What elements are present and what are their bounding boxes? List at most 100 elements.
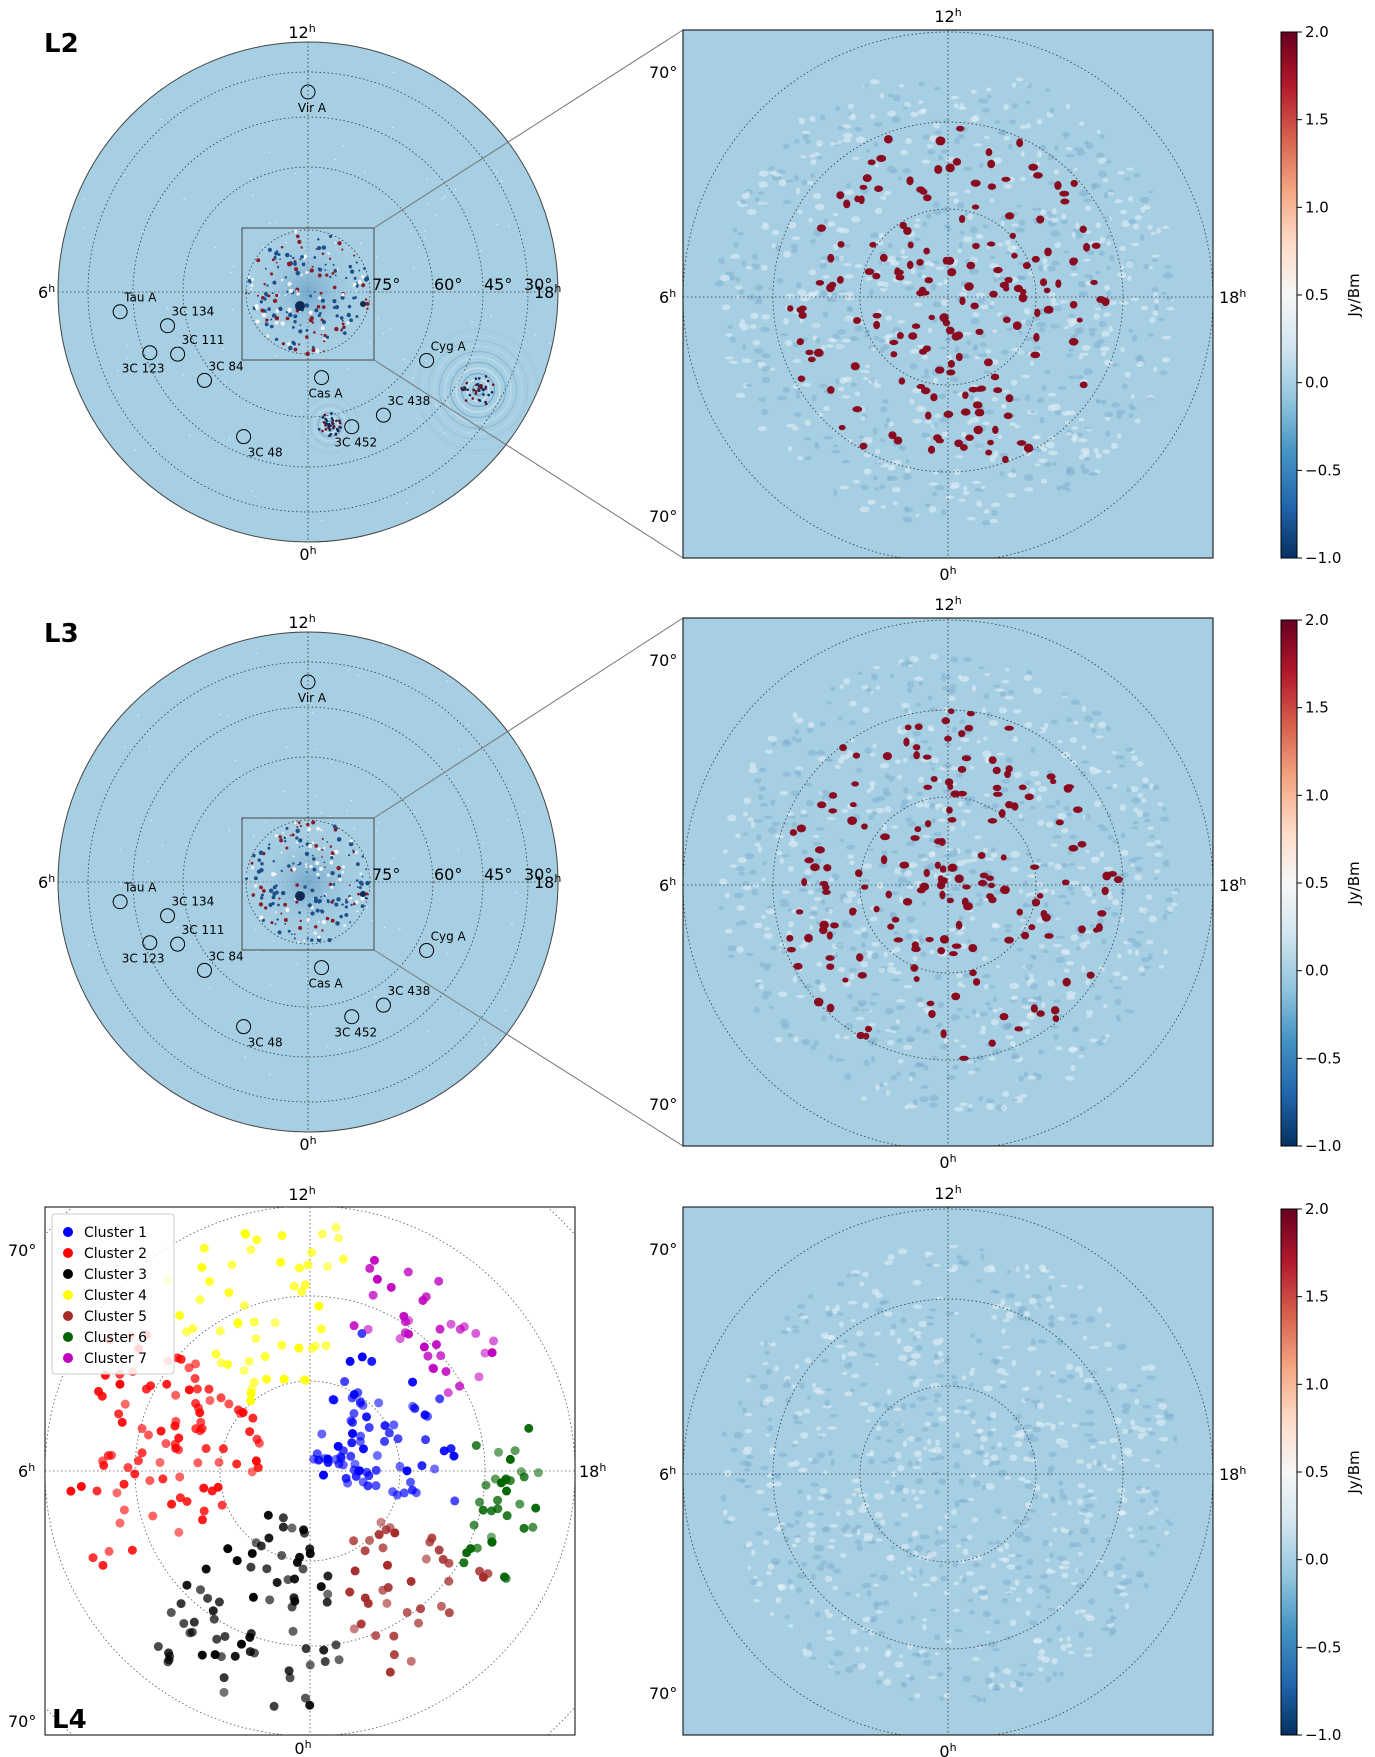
noise-blob	[905, 840, 916, 847]
zoom-source	[1005, 394, 1014, 403]
cluster-point	[230, 1651, 240, 1661]
cluster-point	[232, 1459, 242, 1469]
field-source	[280, 278, 284, 282]
zoom-source	[1049, 778, 1057, 785]
noise-blob	[913, 1591, 918, 1598]
noise-blob	[884, 1651, 891, 1658]
sidelobe-speck	[335, 419, 338, 423]
field-source	[300, 255, 304, 259]
noise-blob	[916, 264, 926, 271]
noise-blob	[941, 148, 948, 155]
noise-blob	[915, 1477, 924, 1485]
noise-blob	[1095, 735, 1104, 739]
noise-blob	[904, 1104, 910, 1110]
noise-blob	[944, 1514, 950, 1519]
field-source	[306, 937, 309, 940]
noise-blob	[849, 972, 856, 980]
cluster-point	[349, 1321, 359, 1331]
noise-blob	[855, 1524, 863, 1529]
noise-blob	[1023, 1397, 1030, 1402]
noise-blob	[933, 1353, 939, 1361]
noise-blob	[736, 866, 746, 872]
noise-blob	[894, 867, 902, 875]
noise-blob	[814, 857, 822, 865]
noise-blob	[891, 825, 899, 829]
noise-blob	[976, 1696, 982, 1703]
noise-blob	[1009, 1681, 1017, 1688]
field-source	[321, 320, 326, 325]
noise-blob	[969, 1610, 976, 1615]
noise-blob	[1085, 978, 1090, 986]
noise-blob	[785, 1522, 792, 1528]
sidelobe-speck	[471, 397, 474, 400]
zoom-source	[827, 253, 835, 263]
noise-blob	[1017, 261, 1024, 265]
field-source	[283, 836, 287, 840]
source-marker	[236, 429, 252, 445]
cluster-point	[115, 1518, 125, 1528]
noise-blob	[928, 505, 937, 513]
cluster-point	[436, 1601, 446, 1611]
noise-blob	[909, 1403, 917, 1409]
zoom-source	[813, 348, 824, 357]
zoom-source	[1005, 212, 1015, 220]
field-source	[339, 316, 344, 320]
field-source	[299, 258, 302, 261]
noise-blob	[810, 172, 815, 179]
zoom-source	[934, 366, 945, 374]
zoom-source	[1004, 725, 1014, 731]
cluster-point	[191, 1359, 201, 1369]
noise-blob	[753, 347, 764, 354]
background-source	[88, 944, 90, 947]
noise-blob	[809, 1599, 815, 1605]
cluster-point	[196, 1417, 206, 1427]
noise-blob	[811, 1573, 816, 1581]
noise-blob	[887, 242, 893, 249]
background-source	[108, 976, 110, 978]
noise-blob	[986, 94, 992, 99]
background-source	[330, 762, 333, 764]
noise-blob	[805, 139, 812, 145]
field-source	[287, 307, 292, 313]
noise-blob	[815, 920, 821, 926]
zoom-source	[861, 823, 868, 830]
field-source	[321, 848, 324, 851]
noise-blob	[1149, 316, 1156, 324]
noise-blob	[800, 1431, 809, 1439]
zoom-source	[999, 885, 1010, 895]
background-source	[183, 198, 185, 201]
noise-blob	[1000, 1298, 1006, 1305]
noise-blob	[1145, 939, 1154, 945]
background-source	[128, 1063, 130, 1065]
noise-blob	[965, 1571, 975, 1576]
noise-blob	[1001, 1023, 1011, 1031]
zoom-source	[945, 163, 955, 173]
noise-blob	[1074, 1610, 1080, 1615]
noise-blob	[988, 1641, 997, 1648]
noise-blob	[908, 1071, 916, 1078]
field-source	[317, 313, 321, 318]
noise-blob	[1037, 1383, 1044, 1390]
zoom-source	[921, 387, 931, 395]
background-source	[262, 246, 264, 248]
svg-text:70°: 70°	[649, 1240, 677, 1259]
zoom-source	[910, 964, 919, 972]
noise-blob	[934, 803, 940, 810]
noise-blob	[992, 1008, 999, 1013]
noise-blob	[936, 1296, 944, 1300]
cluster-point	[224, 1288, 234, 1298]
zoom-source	[1055, 279, 1062, 288]
noise-blob	[959, 719, 966, 725]
noise-blob	[1002, 1306, 1011, 1311]
field-source	[334, 326, 339, 332]
noise-blob	[942, 207, 950, 213]
noise-blob	[1138, 966, 1145, 973]
noise-blob	[1021, 997, 1028, 1005]
noise-blob	[1040, 1574, 1049, 1579]
cluster-point	[215, 1326, 225, 1336]
noise-blob	[1042, 257, 1048, 265]
noise-blob	[970, 1367, 976, 1372]
field-source	[354, 296, 357, 299]
noise-blob	[1093, 447, 1099, 454]
field-source	[265, 318, 269, 322]
